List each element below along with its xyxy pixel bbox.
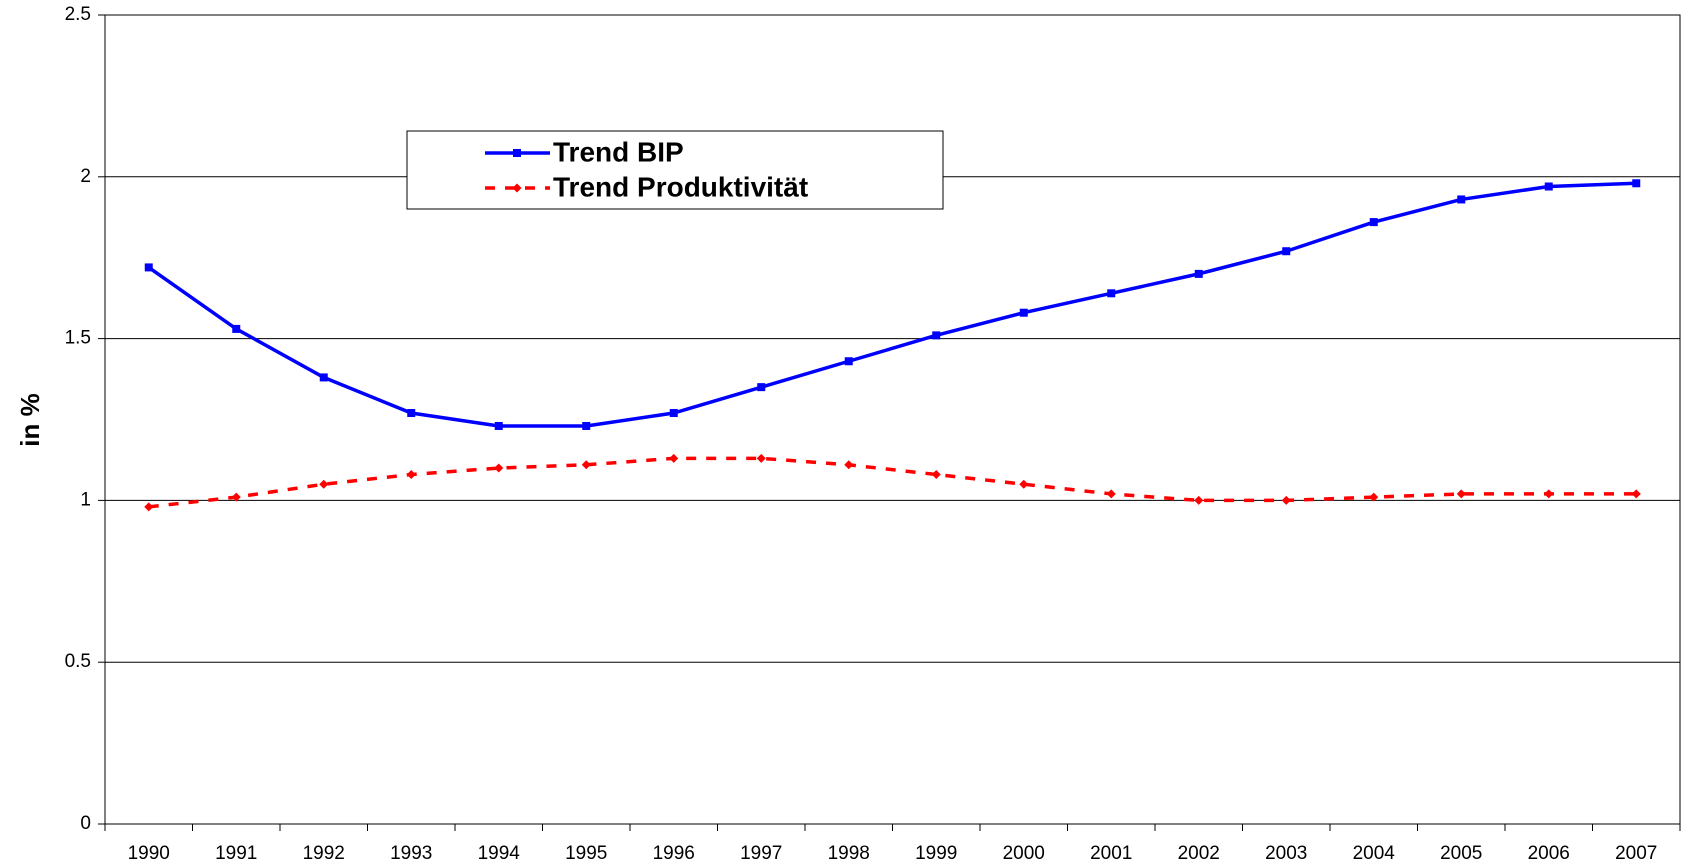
- data-point: [669, 453, 679, 463]
- x-tick-label: 1997: [740, 843, 782, 864]
- data-point: [1631, 489, 1641, 499]
- data-point: [1281, 495, 1291, 505]
- legend-label: Trend Produktivität: [553, 171, 808, 202]
- series-line: [147, 181, 1637, 428]
- data-point: [582, 421, 591, 430]
- data-point: [1369, 218, 1378, 227]
- data-point: [1107, 289, 1116, 298]
- x-tick-label: 1996: [653, 843, 695, 864]
- data-point: [1019, 308, 1028, 317]
- x-tick-label: 2007: [1615, 843, 1657, 864]
- x-tick-label: 1999: [915, 843, 957, 864]
- data-point: [1544, 182, 1553, 191]
- data-point: [669, 409, 678, 418]
- data-point: [1194, 269, 1203, 278]
- data-point: [494, 463, 504, 473]
- x-tick-label: 1990: [128, 843, 170, 864]
- data-point: [1544, 489, 1554, 499]
- y-tick-label: 1.5: [65, 328, 91, 349]
- x-tick-label: 2002: [1178, 843, 1220, 864]
- data-point: [1194, 495, 1204, 505]
- data-point: [931, 470, 941, 480]
- x-tick-label: 2000: [1003, 843, 1045, 864]
- data-point: [144, 502, 154, 512]
- data-point: [319, 479, 329, 489]
- data-point: [407, 409, 416, 418]
- data-point: [757, 383, 766, 392]
- y-tick-label: 2.5: [65, 4, 91, 25]
- x-tick-label: 1991: [215, 843, 257, 864]
- data-point: [1457, 195, 1466, 204]
- x-tick-label: 2003: [1265, 843, 1307, 864]
- data-point: [844, 357, 853, 366]
- data-point: [932, 331, 941, 340]
- x-tick-label: 1995: [565, 843, 607, 864]
- x-tick-label: 2006: [1528, 843, 1570, 864]
- data-point: [494, 421, 503, 430]
- data-point: [844, 460, 854, 470]
- x-tick-label: 1994: [478, 843, 521, 864]
- series-line: [148, 456, 1637, 509]
- data-point: [1019, 479, 1029, 489]
- legend-box: [406, 130, 944, 210]
- y-tick-label: 0: [80, 813, 91, 834]
- y-axis-label: in %: [15, 393, 45, 446]
- data-point: [406, 470, 416, 480]
- y-tick-label: 2: [80, 166, 91, 187]
- data-point: [1456, 489, 1466, 499]
- data-point: [1369, 492, 1379, 502]
- x-tick-label: 1992: [303, 843, 345, 864]
- y-tick-label: 1: [80, 489, 91, 510]
- x-tick-label: 2004: [1353, 843, 1396, 864]
- x-tick-label: 2005: [1440, 843, 1482, 864]
- y-tick-label: 0.5: [65, 651, 91, 672]
- data-point: [756, 453, 766, 463]
- x-tick-label: 1993: [390, 843, 432, 864]
- data-point: [231, 492, 241, 502]
- data-point: [319, 373, 328, 382]
- x-tick-label: 2001: [1090, 843, 1132, 864]
- data-point: [1106, 489, 1116, 499]
- x-tick-label: 1998: [828, 843, 870, 864]
- data-point: [581, 460, 591, 470]
- legend-label: Trend BIP: [553, 136, 684, 167]
- legend-marker: [513, 149, 521, 157]
- data-point: [232, 324, 241, 333]
- data-point: [1282, 247, 1291, 256]
- legend-marker: [512, 183, 522, 193]
- data-point: [144, 263, 153, 272]
- data-point: [1632, 179, 1641, 188]
